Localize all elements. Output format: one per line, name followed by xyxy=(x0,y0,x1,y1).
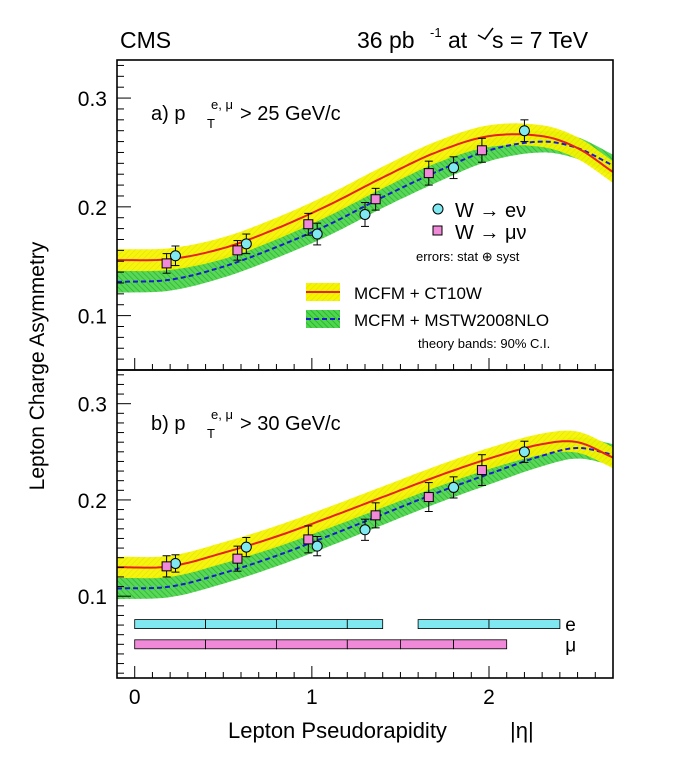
ct10w-line xyxy=(117,440,613,569)
muon-point xyxy=(161,258,172,269)
eta-bin-mu xyxy=(453,639,508,650)
x-tick-label: 2 xyxy=(483,686,495,709)
muon-point xyxy=(370,194,381,205)
panel-a: 0.1 0.2 0.3 a) p Te, μ > 25 GeV/c xyxy=(78,64,614,371)
luminosity-exponent: -1 xyxy=(430,25,442,40)
legend-errors-note: errors: stat ⊕ syst xyxy=(416,249,520,264)
muon-point xyxy=(161,561,172,572)
x-tick-label: 1 xyxy=(306,686,318,709)
y-tick-label: 0.1 xyxy=(78,306,107,329)
y-tick-label: 0.3 xyxy=(78,394,107,417)
muon-point xyxy=(423,492,434,503)
eta-bin-mu xyxy=(399,639,454,650)
eta-bin-e xyxy=(488,619,561,629)
mstw-line xyxy=(117,447,613,590)
y-tick-label: 0.1 xyxy=(78,586,107,609)
legend-bands-note: theory bands: 90% C.I. xyxy=(418,336,550,351)
mstw-band xyxy=(117,437,613,600)
legend-muon-label: W → μν xyxy=(455,222,527,244)
eta-bin-mu xyxy=(346,639,401,650)
electron-point xyxy=(448,481,460,493)
electron-point xyxy=(518,446,530,458)
panel-label-sup: e, μ xyxy=(211,407,233,422)
electron-point xyxy=(311,228,323,240)
muon-point xyxy=(423,168,434,179)
panel-label-sub: T xyxy=(207,116,215,131)
y-axis-label: Lepton Charge Asymmetry xyxy=(26,241,49,490)
electron-point xyxy=(448,162,460,174)
muon-point xyxy=(476,465,487,476)
x-axis-symbol: |η| xyxy=(510,718,534,743)
panel-label-sub: T xyxy=(207,426,215,441)
energy-label: s = 7 TeV xyxy=(492,27,589,53)
muon-point xyxy=(303,219,314,230)
panel-b-frame xyxy=(116,369,614,679)
electron-point xyxy=(518,125,530,137)
legend-electron-marker xyxy=(432,203,444,215)
y-tick-label: 0.2 xyxy=(78,197,107,220)
electron-point xyxy=(240,541,252,553)
sqrt-icon xyxy=(477,27,494,40)
electron-point xyxy=(311,540,323,552)
eta-bin-e xyxy=(417,619,490,629)
luminosity-value: 36 pb xyxy=(357,27,415,53)
plot-area xyxy=(117,430,613,600)
legend-muon-marker xyxy=(432,225,443,236)
y-tick-label: 0.2 xyxy=(78,490,107,513)
muon-point xyxy=(303,534,314,545)
y-tick-label: 0.3 xyxy=(78,88,107,111)
electron-point xyxy=(359,524,371,536)
panel-label-cut: > 30 GeV/c xyxy=(240,413,341,435)
electron-point xyxy=(169,557,181,569)
panel-label-cut: > 25 GeV/c xyxy=(240,103,341,125)
x-axis-label: Lepton Pseudorapidity xyxy=(228,718,447,743)
panel-label: a) p xyxy=(151,103,185,125)
eta-bin-e xyxy=(205,619,277,629)
electron-point xyxy=(359,208,371,220)
x-tick-label: 0 xyxy=(129,686,141,709)
muon-point xyxy=(232,553,243,564)
bin-label-mu: μ xyxy=(565,635,576,656)
bin-label-e: e xyxy=(565,615,576,636)
muon-point xyxy=(476,145,487,156)
energy-prefix: at xyxy=(448,27,468,53)
eta-bin-e xyxy=(134,619,206,629)
legend-electron-label: W → eν xyxy=(455,200,526,222)
luminosity-label: 36 pb -1 at xyxy=(357,25,468,53)
electron-point xyxy=(169,250,181,262)
panel-b: eμ 0.1 0.2 0.3 0 1 2 b) p Te, μ > 30 GeV/c xyxy=(78,374,614,709)
panel-label: b) p xyxy=(151,413,185,435)
eta-bin-mu xyxy=(275,639,348,650)
eta-bin-mu xyxy=(205,639,277,650)
electron-point xyxy=(240,238,252,250)
panel-label-sup: e, μ xyxy=(211,97,233,112)
ct10w-line xyxy=(117,133,613,262)
muon-point xyxy=(370,510,381,521)
legend-mstw-label: MCFM + MSTW2008NLO xyxy=(354,311,549,330)
eta-bin-e xyxy=(346,619,384,629)
eta-bin-mu xyxy=(134,639,206,650)
eta-bin-e xyxy=(275,619,348,629)
experiment-label: CMS xyxy=(120,27,171,53)
mstw-line xyxy=(117,140,613,283)
muon-point xyxy=(232,245,243,256)
ct10w-band xyxy=(117,123,613,272)
legend-ct10w-label: MCFM + CT10W xyxy=(354,284,482,303)
legend: W → eν W → μν errors: stat ⊕ syst MCFM +… xyxy=(306,200,550,351)
